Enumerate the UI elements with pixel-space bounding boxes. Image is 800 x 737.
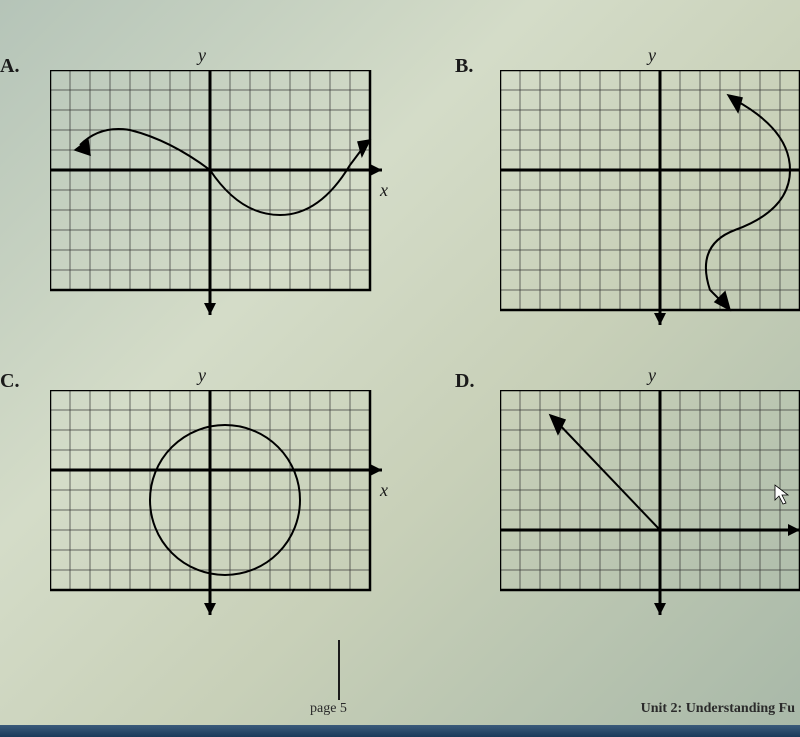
unit-title: Unit 2: Understanding Fu xyxy=(641,701,795,717)
graph-b: y xyxy=(500,70,800,330)
y-axis-arrow-down-c xyxy=(204,603,216,615)
y-axis-label-b: y xyxy=(648,45,656,66)
taskbar[interactable] xyxy=(0,725,800,737)
x-axis-label-a: x xyxy=(380,180,388,201)
page-number: page 5 xyxy=(310,701,347,717)
y-axis-arrow-down-d xyxy=(654,603,666,615)
grid-a xyxy=(50,70,390,320)
graph-a: y x xyxy=(50,70,390,320)
cursor-icon xyxy=(775,485,788,504)
y-axis-label-c: y xyxy=(198,365,206,386)
graph-d: y xyxy=(500,390,800,620)
y-axis-arrow-down-b xyxy=(654,313,666,325)
x-axis-arrow-right-c xyxy=(370,464,382,476)
graph-c: y x xyxy=(50,390,390,620)
curve-c xyxy=(150,425,300,575)
grid-d xyxy=(500,390,800,620)
curve-arrow-right-d xyxy=(788,524,800,536)
curve-b xyxy=(706,100,790,305)
grid-b xyxy=(500,70,800,330)
worksheet-page: A. y x B. y xyxy=(0,0,800,737)
y-axis-label-d: y xyxy=(648,365,656,386)
curve-arrow-right-a xyxy=(358,140,370,156)
center-mark xyxy=(338,640,340,700)
curve-arrow-bottom-b xyxy=(715,292,730,310)
graph-label-d: D. xyxy=(455,370,474,393)
y-axis-arrow-down-a xyxy=(204,303,216,315)
curve-arrow-left-d xyxy=(550,415,565,434)
curve-a xyxy=(80,129,365,215)
x-axis-arrow-right-a xyxy=(370,164,382,176)
graph-label-a: A. xyxy=(0,55,19,78)
gridlines-b xyxy=(500,70,800,310)
grid-c xyxy=(50,390,390,620)
gridlines-d xyxy=(500,390,800,590)
x-axis-label-c: x xyxy=(380,480,388,501)
graph-label-b: B. xyxy=(455,55,473,78)
y-axis-label-a: y xyxy=(198,45,206,66)
graph-label-c: C. xyxy=(0,370,19,393)
curve-d xyxy=(555,420,795,530)
